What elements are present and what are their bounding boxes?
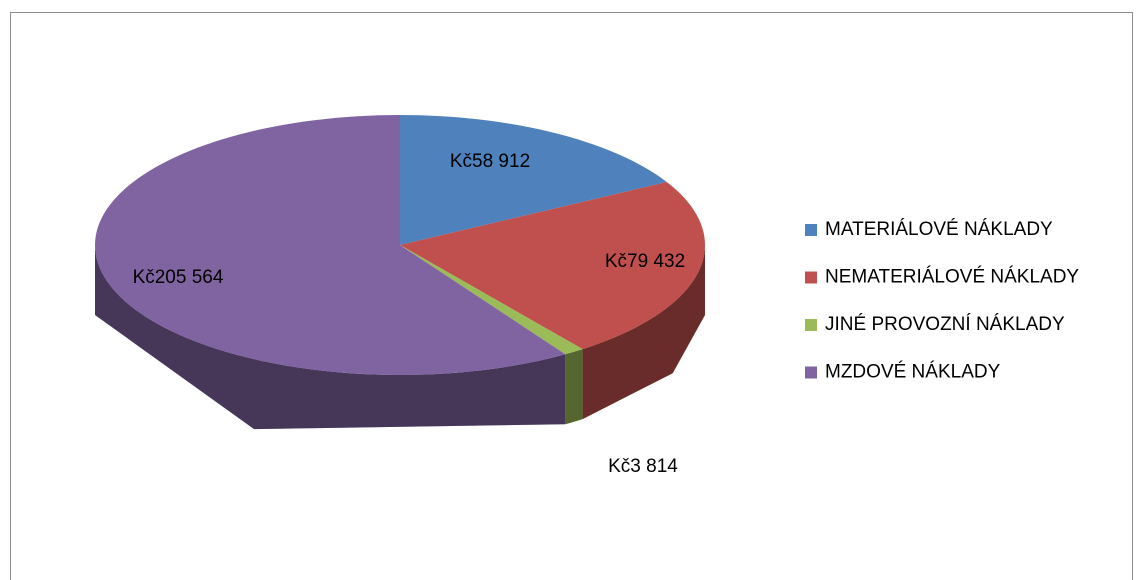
side-shade [582,245,705,420]
data-label: Kč58 912 [450,151,530,172]
legend-label: MZDOVÉ NÁKLADY [825,362,1001,383]
pie-slice [400,115,667,245]
legend-label: MATERIÁLOVÉ NÁKLADY [825,219,1053,240]
side-shade [565,349,583,425]
legend-label: NEMATERIÁLOVÉ NÁKLADY [825,267,1079,288]
pie-side [582,245,705,420]
legend-label: JINÉ PROVOZNÍ NÁKLADY [825,314,1065,335]
pie-slice [95,115,566,375]
data-label: Kč205 564 [133,267,224,288]
pie-side [95,245,566,430]
pie-slice [400,181,705,350]
data-label: Kč79 432 [605,251,685,272]
legend-swatch [805,319,817,331]
legend-swatch [805,271,817,284]
pie-side [565,349,583,425]
side-shade [95,245,566,430]
legend-swatch [805,224,817,236]
pie-slice [400,245,583,355]
data-label: Kč3 814 [608,456,678,477]
legend-swatch [805,366,817,379]
